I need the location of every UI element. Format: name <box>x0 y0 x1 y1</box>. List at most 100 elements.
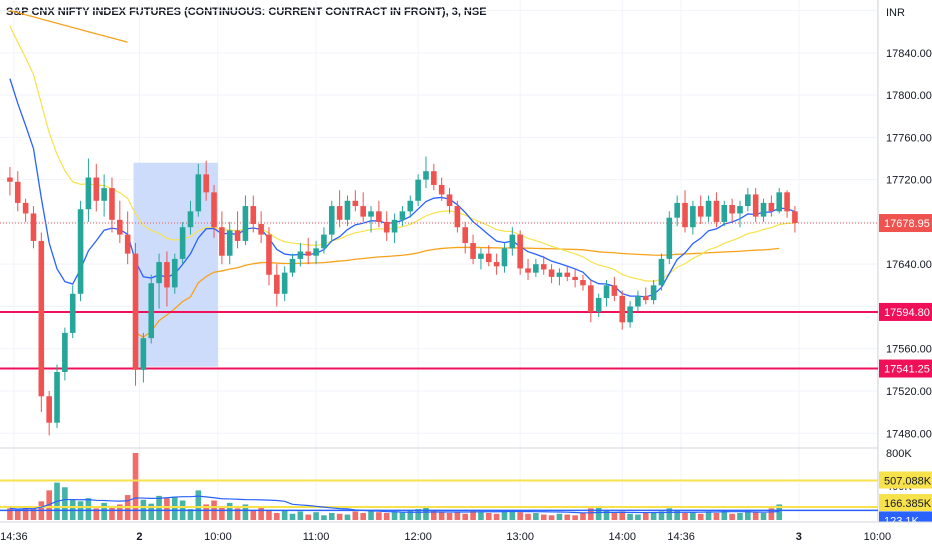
candle-body <box>407 200 414 212</box>
volume-bar <box>697 513 704 520</box>
x-tick-label: 12:00 <box>404 531 432 543</box>
volume-bar <box>399 512 406 520</box>
volume-bar <box>501 511 508 520</box>
candle-body <box>376 211 382 222</box>
candle-body <box>540 264 547 270</box>
candle-body <box>14 181 21 203</box>
candle-body <box>305 251 312 256</box>
candle-body <box>493 262 500 267</box>
x-tick-label: 10:00 <box>204 531 232 543</box>
candle-body <box>509 234 516 249</box>
level-price-label-box <box>879 302 932 321</box>
candle-body <box>54 371 60 423</box>
y-tick-label: 17560.00 <box>886 344 932 356</box>
volume-bar <box>588 508 594 520</box>
candle-body <box>619 295 626 323</box>
candle-body <box>313 248 319 256</box>
candle-body <box>462 227 469 244</box>
candle-body <box>784 192 790 212</box>
chart-title: S&P CNX NIFTY INDEX FUTURES (CONTINUOUS:… <box>6 6 487 18</box>
volume-ma-line <box>9 495 780 514</box>
volume-bar <box>572 515 578 520</box>
candle-body <box>485 253 492 263</box>
volume-bar <box>297 511 304 520</box>
candle-body <box>344 200 351 220</box>
candle-body <box>674 202 680 218</box>
volume-bar <box>219 507 225 520</box>
volume-bar <box>603 510 610 520</box>
volume-bar <box>226 502 233 520</box>
volume-bar <box>195 490 202 520</box>
candle-body <box>352 200 359 207</box>
candle-body <box>101 188 107 201</box>
time-axis-bg <box>0 522 932 550</box>
volume-bar <box>752 511 759 520</box>
candle-body <box>242 206 249 241</box>
volume-bar <box>30 509 37 520</box>
candle-body <box>156 262 162 284</box>
candle-body <box>274 274 280 294</box>
volume-bar <box>509 509 516 520</box>
candle-body <box>368 211 374 217</box>
x-tick-label: 3 <box>796 531 802 543</box>
volume-bar <box>305 514 312 520</box>
candle-body <box>69 293 76 333</box>
candle-body <box>478 253 484 259</box>
volume-bar <box>485 512 492 520</box>
y-tick-label: 17800.00 <box>886 90 932 102</box>
candle-body <box>391 219 398 233</box>
volume-bar <box>611 512 618 520</box>
candle-body <box>164 262 170 288</box>
candle-body <box>588 285 594 312</box>
candle-body <box>446 194 453 207</box>
volume-bar <box>415 509 421 520</box>
y-tick-label: 17760.00 <box>886 132 932 144</box>
volume-level-label-box <box>879 471 932 489</box>
candle-body <box>548 269 555 277</box>
candle-body <box>289 258 296 273</box>
volume-bar <box>470 510 476 520</box>
candle-body <box>250 206 257 225</box>
candle-body <box>635 295 641 307</box>
candle-body <box>415 179 421 201</box>
candle-body <box>30 213 37 241</box>
volume-bar <box>713 512 720 520</box>
candle-body <box>564 272 571 277</box>
volume-bar <box>376 512 382 520</box>
candle-body <box>721 205 728 222</box>
volume-level-label: 507.088K <box>884 475 932 487</box>
volume-tick-label: 800K <box>886 448 912 460</box>
current-price-label-box <box>879 214 932 233</box>
volume-bar <box>446 512 453 520</box>
candle-body <box>682 202 688 228</box>
candle-body <box>627 306 633 323</box>
candle-body <box>336 206 343 220</box>
candle-body <box>650 285 657 301</box>
level-price-label: 17541.25 <box>884 364 930 376</box>
volume-bar <box>635 514 641 520</box>
volume-bar <box>171 496 178 520</box>
candle-body <box>93 177 100 201</box>
volume-bar <box>462 513 469 520</box>
candle-body <box>109 188 115 220</box>
volume-bar <box>493 513 500 520</box>
y-tick-label: 17480.00 <box>886 428 932 440</box>
volume-bar <box>101 502 107 520</box>
volume-bar <box>642 512 649 520</box>
x-tick-label: 10:00 <box>864 531 892 543</box>
volume-level-label: 166.385K <box>884 498 932 510</box>
candle-body <box>171 258 178 288</box>
candle-body <box>7 177 13 182</box>
volume-bar <box>117 504 123 520</box>
volume-bar <box>548 515 555 520</box>
volume-bar <box>627 513 633 520</box>
volume-bar <box>525 513 531 520</box>
volume-level-label-box <box>879 494 932 512</box>
candle-body <box>360 206 366 217</box>
volume-bar <box>564 514 571 520</box>
volume-bar <box>776 504 783 520</box>
candle-body <box>258 224 264 235</box>
candle-body <box>705 200 712 217</box>
candle-body <box>697 206 704 217</box>
